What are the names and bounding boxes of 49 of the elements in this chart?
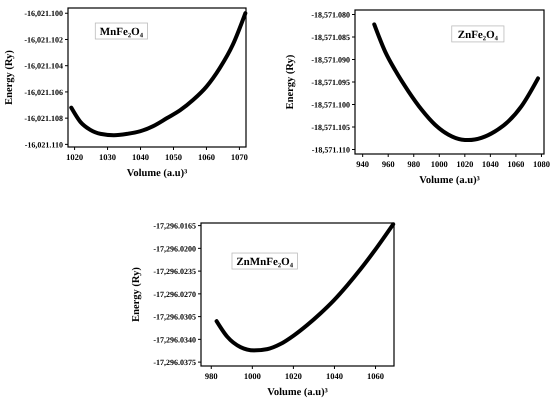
y-tick-label: -16,021.100 xyxy=(24,9,63,18)
x-tick-label: 980 xyxy=(204,371,218,381)
x-tick-label: 960 xyxy=(382,159,395,169)
x-axis-title: Volume (a.u)³ xyxy=(267,387,328,398)
text: ZnMnFe₂O₄ xyxy=(236,256,294,268)
y-tick-label: -17,296.0340 xyxy=(153,335,196,344)
y-axis-title: Energy (Ry) xyxy=(285,54,296,110)
x-axis-title: Volume (a.u)³ xyxy=(126,168,188,179)
y-tick-label: -17,296.0165 xyxy=(153,222,196,231)
y-axis-title: Energy (Ry) xyxy=(4,50,15,105)
x-tick-label: 1050 xyxy=(164,152,182,162)
x-tick-label: 1040 xyxy=(326,371,343,381)
y-tick-label: -16,021.110 xyxy=(24,140,63,150)
x-tick-label: 1070 xyxy=(230,152,248,162)
y-tick-label: -16,021.108 xyxy=(24,114,63,124)
y-tick-label: -16,021.102 xyxy=(24,35,63,44)
x-tick-label: 1040 xyxy=(482,159,499,169)
text: ZnFe₂O₄ xyxy=(458,28,499,41)
y-tick-label: -17,296.0270 xyxy=(153,290,196,299)
x-tick-label: 1060 xyxy=(507,159,524,169)
x-tick-label: 1080 xyxy=(532,159,550,169)
x-tick-label: 980 xyxy=(407,159,420,169)
x-tick-label: 1040 xyxy=(132,152,150,162)
x-tick-label: 1000 xyxy=(244,371,261,381)
y-tick-label: -18,571.080 xyxy=(311,10,350,20)
y-tick-label: -17,296.0200 xyxy=(153,244,196,254)
x-axis-title: Volume (a.u)³ xyxy=(419,175,480,186)
y-tick-label: -18,571.110 xyxy=(312,146,350,154)
x-tick-label: 1020 xyxy=(284,371,302,381)
x-tick-label: 940 xyxy=(356,159,370,169)
x-tick-label: 1060 xyxy=(198,152,215,162)
x-tick-label: 1000 xyxy=(430,159,448,169)
y-tick-label: -18,571.090 xyxy=(311,56,350,64)
y-tick-label: -17,296.0305 xyxy=(153,312,196,322)
x-tick-label: 1020 xyxy=(456,159,474,169)
y-tick-label: -18,571.100 xyxy=(311,100,350,110)
y-tick-label: -16,021.104 xyxy=(24,62,63,71)
y-axis-title: Energy (Ry) xyxy=(131,266,142,322)
y-tick-label: -16,021.106 xyxy=(24,88,63,97)
y-tick-label: -18,571.105 xyxy=(311,123,350,132)
y-tick-label: -18,571.095 xyxy=(311,78,350,87)
line-series xyxy=(372,22,540,142)
x-tick-label: 1060 xyxy=(367,371,384,381)
y-tick-label: -18,571.085 xyxy=(311,33,350,42)
x-tick-label: 1030 xyxy=(99,152,116,162)
x-tick-label: 1020 xyxy=(66,152,84,162)
text: MnFe₂O₄ xyxy=(100,26,144,38)
y-tick-label: -17,296.0375 xyxy=(153,358,196,368)
y-tick-label: -17,296.0235 xyxy=(153,267,196,276)
